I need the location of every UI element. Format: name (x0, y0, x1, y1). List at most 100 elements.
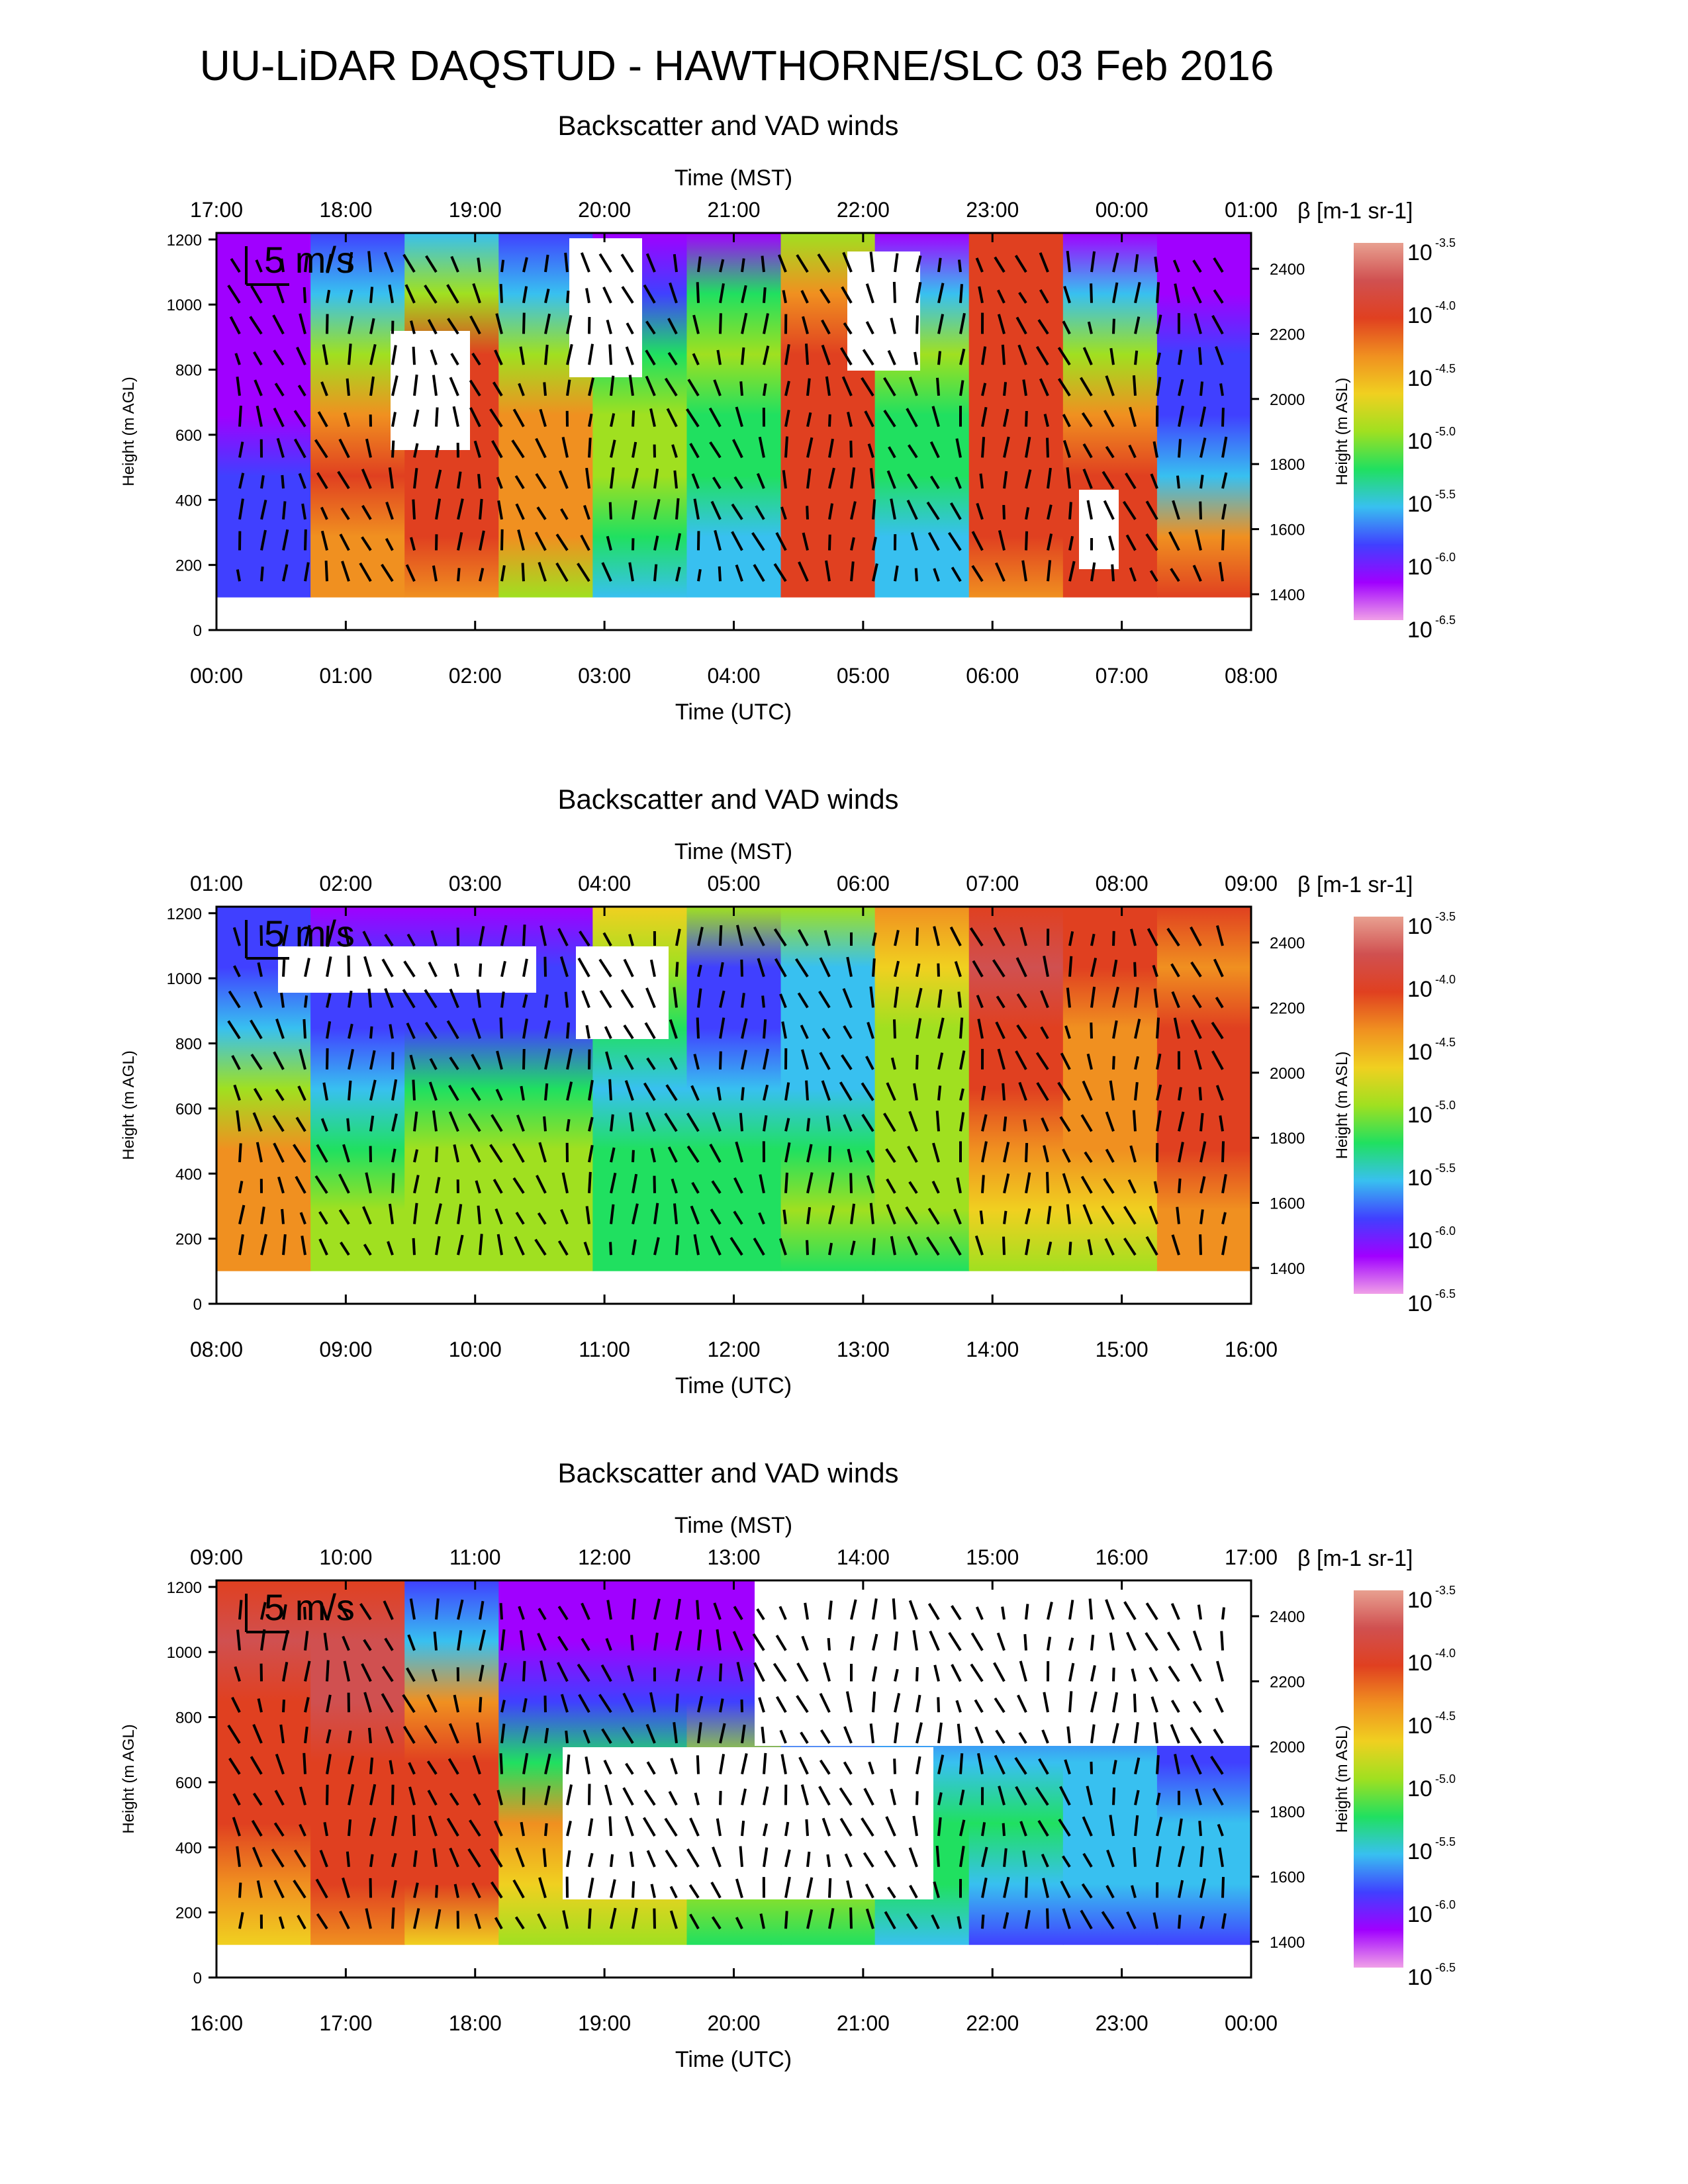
wind-arrow (690, 1085, 700, 1101)
wind-arrow (1039, 289, 1049, 304)
wind-arrow (381, 958, 394, 978)
wind-arrow (544, 313, 551, 334)
no-data-region (391, 331, 470, 450)
wind-arrow (471, 352, 481, 366)
colorbar-tick-exponent: -6.0 (1435, 1224, 1456, 1238)
wind-arrow (1025, 1604, 1029, 1620)
wind-arrow (544, 994, 549, 1008)
x-top-tick-label: 06:00 (837, 872, 890, 895)
wind-arrow (402, 253, 416, 273)
wind-arrow (500, 1662, 507, 1682)
wind-arrow (499, 1603, 503, 1620)
wind-arrow (689, 443, 700, 459)
wind-arrow (555, 562, 569, 582)
x-top-tick-label: 22:00 (837, 198, 890, 222)
wind-arrow (1129, 567, 1137, 582)
wind-arrow (435, 445, 440, 458)
wind-arrow (782, 470, 787, 489)
wind-arrow (361, 469, 372, 489)
wind-arrow (709, 441, 722, 459)
wind-arrow (763, 1752, 767, 1774)
wind-arrow (887, 349, 896, 365)
wind-arrow (1109, 1632, 1115, 1651)
wind-arrow (1025, 531, 1029, 551)
wind-arrow (282, 1234, 287, 1255)
wind-arrow (1171, 991, 1180, 1009)
colorbar-tick-base: 10 (1407, 1588, 1432, 1613)
wind-arrow (404, 284, 416, 304)
wind-arrow (555, 533, 569, 551)
wind-arrow (1178, 405, 1185, 428)
wind-arrow (825, 1115, 831, 1132)
wind-arrow (238, 405, 242, 427)
x-top-tick-label: 20:00 (578, 198, 631, 222)
wind-arrow (323, 1822, 328, 1837)
wind-arrow (1199, 1878, 1206, 1898)
wind-arrow (915, 1694, 921, 1713)
wind-arrow (821, 1027, 831, 1040)
wind-arrow (282, 501, 287, 520)
wind-arrow (1213, 958, 1224, 978)
wind-arrow (453, 1884, 459, 1898)
wind-arrow (1192, 1630, 1202, 1651)
wind-arrow (522, 924, 526, 946)
colorbar-tick-base: 10 (1407, 240, 1432, 265)
wind-arrow (886, 470, 896, 489)
x-tick-label: 18:00 (449, 2011, 502, 2035)
wind-arrow (632, 1173, 638, 1194)
wind-arrow (361, 504, 372, 520)
wind-arrow (861, 377, 874, 396)
wind-arrow (236, 569, 241, 582)
wind-arrow (1221, 1212, 1227, 1224)
x-tick-label: 07:00 (1096, 664, 1149, 688)
wind-arrow (957, 259, 962, 273)
wind-arrow (782, 1209, 787, 1224)
wind-arrow (326, 993, 332, 1008)
wind-arrow (566, 1022, 570, 1039)
wind-arrow (260, 499, 267, 520)
wind-arrow (763, 287, 767, 303)
wind-arrow (872, 1633, 878, 1651)
wind-arrow (467, 1113, 481, 1132)
wind-arrow (299, 1212, 306, 1225)
wind-arrow (861, 1113, 874, 1132)
wind-arrow (1057, 347, 1071, 366)
wind-arrow (1194, 313, 1202, 335)
wind-arrow (1090, 283, 1093, 303)
wind-arrow (273, 349, 285, 366)
x-top-tick-label: 09:00 (1225, 872, 1278, 895)
wind-arrow (449, 377, 459, 396)
wind-arrow (227, 285, 241, 304)
wind-arrow (273, 407, 285, 428)
wind-arrow (479, 1629, 486, 1651)
wind-arrow (539, 1660, 547, 1682)
wind-arrow (890, 1788, 896, 1805)
wind-arrow (1213, 257, 1224, 273)
wind-arrow (363, 1244, 372, 1256)
x-top-tick-label: 08:00 (1096, 872, 1149, 895)
wind-arrow (1080, 1909, 1093, 1930)
wind-arrow (739, 1113, 743, 1132)
wind-arrow (301, 1235, 306, 1255)
wind-arrow (866, 1150, 874, 1163)
wind-arrow (1134, 987, 1139, 1008)
wind-arrow (435, 1236, 441, 1255)
wind-arrow (388, 1203, 394, 1224)
wind-arrow (413, 1149, 419, 1163)
wind-arrow (1017, 344, 1027, 365)
wind-arrow (1043, 414, 1049, 428)
wind-arrow (995, 1021, 1006, 1040)
wind-arrow (1123, 1237, 1137, 1256)
wind-arrow (435, 1177, 441, 1194)
wind-arrow (512, 1879, 525, 1899)
x-top-tick-label: 16:00 (1096, 1545, 1149, 1569)
wind-arrow (476, 1722, 481, 1744)
wind-arrow (913, 1083, 918, 1101)
wind-arrow (847, 412, 853, 428)
wind-arrow (763, 1847, 769, 1868)
wind-arrow (538, 1142, 547, 1163)
wind-arrow (1178, 1818, 1183, 1837)
wind-arrow (1105, 1599, 1115, 1620)
wind-arrow (819, 288, 831, 304)
wind-arrow (778, 1606, 787, 1620)
